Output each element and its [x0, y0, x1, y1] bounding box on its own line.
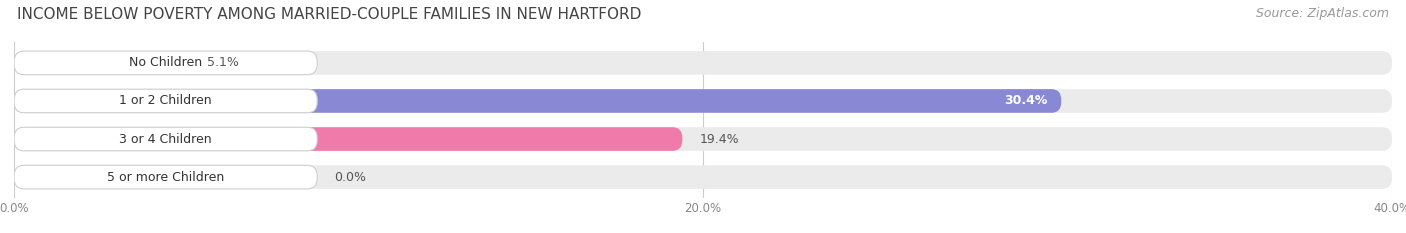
Text: Source: ZipAtlas.com: Source: ZipAtlas.com: [1256, 7, 1389, 20]
Text: 1 or 2 Children: 1 or 2 Children: [120, 94, 212, 107]
FancyBboxPatch shape: [14, 89, 1062, 113]
Text: 0.0%: 0.0%: [335, 171, 367, 184]
FancyBboxPatch shape: [14, 127, 682, 151]
FancyBboxPatch shape: [14, 89, 1392, 113]
FancyBboxPatch shape: [14, 51, 1392, 75]
FancyBboxPatch shape: [14, 89, 318, 113]
Text: No Children: No Children: [129, 56, 202, 69]
FancyBboxPatch shape: [14, 51, 318, 75]
FancyBboxPatch shape: [14, 165, 1392, 189]
Text: 5.1%: 5.1%: [207, 56, 239, 69]
Text: 19.4%: 19.4%: [700, 133, 740, 146]
FancyBboxPatch shape: [14, 165, 318, 189]
Text: 3 or 4 Children: 3 or 4 Children: [120, 133, 212, 146]
Text: 30.4%: 30.4%: [1004, 94, 1047, 107]
FancyBboxPatch shape: [14, 51, 190, 75]
Text: INCOME BELOW POVERTY AMONG MARRIED-COUPLE FAMILIES IN NEW HARTFORD: INCOME BELOW POVERTY AMONG MARRIED-COUPL…: [17, 7, 641, 22]
FancyBboxPatch shape: [14, 127, 1392, 151]
FancyBboxPatch shape: [14, 127, 318, 151]
Text: 5 or more Children: 5 or more Children: [107, 171, 224, 184]
